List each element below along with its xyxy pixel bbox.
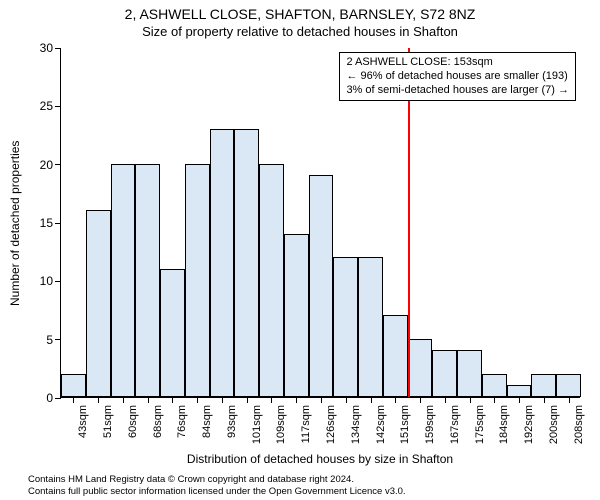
x-tick-label: 126sqm bbox=[325, 405, 337, 444]
annotation-line: 3% of semi-detached houses are larger (7… bbox=[346, 84, 569, 98]
histogram-bar bbox=[383, 315, 408, 397]
annotation-line: 2 ASHWELL CLOSE: 153sqm bbox=[346, 56, 569, 70]
annotation-box: 2 ASHWELL CLOSE: 153sqm← 96% of detached… bbox=[339, 52, 576, 101]
footer-attribution: Contains HM Land Registry data © Crown c… bbox=[28, 474, 406, 497]
histogram-bar bbox=[432, 350, 457, 397]
y-tick bbox=[55, 223, 61, 224]
x-tick bbox=[519, 397, 520, 403]
histogram-bar bbox=[309, 175, 334, 397]
x-tick-label: 43sqm bbox=[77, 405, 89, 438]
y-tick-label: 15 bbox=[40, 216, 53, 230]
y-tick bbox=[55, 281, 61, 282]
y-tick-label: 20 bbox=[40, 158, 53, 172]
x-tick bbox=[296, 397, 297, 403]
x-tick-label: 184sqm bbox=[498, 405, 510, 444]
histogram-bar bbox=[160, 269, 185, 397]
x-tick-label: 192sqm bbox=[523, 405, 535, 444]
histogram-bar bbox=[185, 164, 210, 397]
x-tick-label: 175sqm bbox=[474, 405, 486, 444]
x-tick bbox=[445, 397, 446, 403]
histogram-bar bbox=[135, 164, 160, 397]
x-tick-label: 142sqm bbox=[375, 405, 387, 444]
x-tick-label: 68sqm bbox=[152, 405, 164, 438]
x-tick bbox=[321, 397, 322, 403]
histogram-bar bbox=[333, 257, 358, 397]
plot-area: 05101520253043sqm51sqm60sqm68sqm76sqm84s… bbox=[60, 48, 580, 398]
histogram-bar bbox=[210, 129, 235, 397]
y-tick bbox=[55, 164, 61, 165]
histogram-bar bbox=[86, 210, 111, 397]
x-tick bbox=[346, 397, 347, 403]
x-tick-label: 159sqm bbox=[424, 405, 436, 444]
histogram-bar bbox=[259, 164, 284, 397]
x-tick-label: 208sqm bbox=[573, 405, 585, 444]
x-tick bbox=[73, 397, 74, 403]
y-tick bbox=[55, 106, 61, 107]
y-tick bbox=[55, 339, 61, 340]
footer-line1: Contains HM Land Registry data © Crown c… bbox=[28, 474, 406, 485]
histogram-bar bbox=[61, 374, 86, 397]
x-tick bbox=[494, 397, 495, 403]
x-tick bbox=[395, 397, 396, 403]
x-tick bbox=[222, 397, 223, 403]
histogram-bar bbox=[457, 350, 482, 397]
x-tick bbox=[470, 397, 471, 403]
y-tick bbox=[55, 398, 61, 399]
histogram-bar bbox=[507, 385, 532, 397]
x-tick-label: 101sqm bbox=[251, 405, 263, 444]
x-tick-label: 151sqm bbox=[399, 405, 411, 444]
x-tick bbox=[123, 397, 124, 403]
annotation-line: ← 96% of detached houses are smaller (19… bbox=[346, 70, 569, 84]
y-tick bbox=[55, 48, 61, 49]
x-axis-label: Distribution of detached houses by size … bbox=[60, 452, 580, 466]
x-tick-label: 60sqm bbox=[127, 405, 139, 438]
chart-subtitle: Size of property relative to detached ho… bbox=[0, 24, 600, 39]
footer-line2: Contains full public sector information … bbox=[28, 486, 406, 497]
x-tick bbox=[172, 397, 173, 403]
histogram-bar bbox=[408, 339, 433, 397]
y-tick-label: 10 bbox=[40, 274, 53, 288]
x-tick bbox=[420, 397, 421, 403]
x-tick bbox=[569, 397, 570, 403]
x-tick bbox=[247, 397, 248, 403]
x-tick-label: 167sqm bbox=[449, 405, 461, 444]
y-axis-label: Number of detached properties bbox=[8, 48, 22, 398]
y-tick-label: 30 bbox=[40, 41, 53, 55]
histogram-bar bbox=[234, 129, 259, 397]
x-tick-label: 134sqm bbox=[350, 405, 362, 444]
chart-title: 2, ASHWELL CLOSE, SHAFTON, BARNSLEY, S72… bbox=[0, 6, 600, 22]
histogram-bar bbox=[556, 374, 581, 397]
x-tick bbox=[148, 397, 149, 403]
x-tick-label: 200sqm bbox=[548, 405, 560, 444]
histogram-bar bbox=[482, 374, 507, 397]
x-tick bbox=[271, 397, 272, 403]
x-tick-label: 51sqm bbox=[102, 405, 114, 438]
x-tick bbox=[544, 397, 545, 403]
histogram-bar bbox=[111, 164, 136, 397]
histogram-bar bbox=[284, 234, 309, 397]
x-tick-label: 76sqm bbox=[176, 405, 188, 438]
x-tick-label: 93sqm bbox=[226, 405, 238, 438]
y-tick-label: 5 bbox=[46, 333, 53, 347]
histogram-bar bbox=[531, 374, 556, 397]
histogram-bar bbox=[358, 257, 383, 397]
chart-wrap: 2, ASHWELL CLOSE, SHAFTON, BARNSLEY, S72… bbox=[0, 0, 600, 500]
x-tick bbox=[197, 397, 198, 403]
x-tick-label: 84sqm bbox=[201, 405, 213, 438]
y-tick-label: 0 bbox=[46, 391, 53, 405]
x-tick bbox=[98, 397, 99, 403]
x-tick bbox=[371, 397, 372, 403]
x-tick-label: 109sqm bbox=[275, 405, 287, 444]
x-tick-label: 117sqm bbox=[300, 405, 312, 443]
y-tick-label: 25 bbox=[40, 99, 53, 113]
